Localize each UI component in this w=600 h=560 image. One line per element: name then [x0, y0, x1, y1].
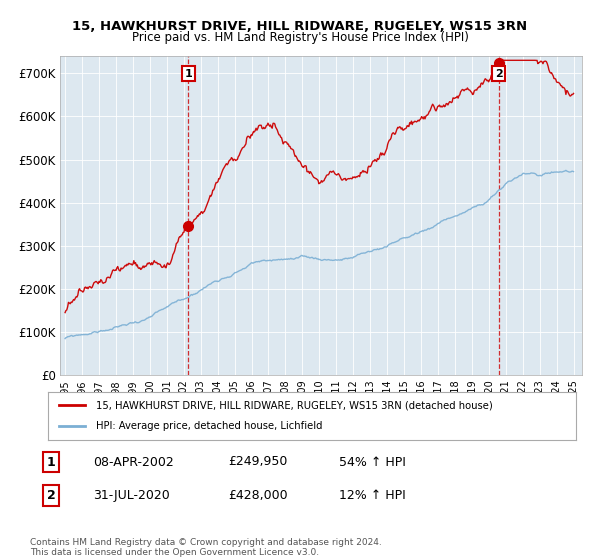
Text: 08-APR-2002: 08-APR-2002	[93, 455, 174, 469]
Text: 12% ↑ HPI: 12% ↑ HPI	[339, 489, 406, 502]
Text: £249,950: £249,950	[228, 455, 287, 469]
Text: Price paid vs. HM Land Registry's House Price Index (HPI): Price paid vs. HM Land Registry's House …	[131, 31, 469, 44]
Text: 15, HAWKHURST DRIVE, HILL RIDWARE, RUGELEY, WS15 3RN: 15, HAWKHURST DRIVE, HILL RIDWARE, RUGEL…	[73, 20, 527, 32]
Text: £428,000: £428,000	[228, 489, 287, 502]
Text: 15, HAWKHURST DRIVE, HILL RIDWARE, RUGELEY, WS15 3RN (detached house): 15, HAWKHURST DRIVE, HILL RIDWARE, RUGEL…	[95, 400, 492, 410]
Text: Contains HM Land Registry data © Crown copyright and database right 2024.
This d: Contains HM Land Registry data © Crown c…	[30, 538, 382, 557]
Text: 2: 2	[495, 68, 502, 78]
Text: 31-JUL-2020: 31-JUL-2020	[93, 489, 170, 502]
Text: HPI: Average price, detached house, Lichfield: HPI: Average price, detached house, Lich…	[95, 421, 322, 431]
Text: 54% ↑ HPI: 54% ↑ HPI	[339, 455, 406, 469]
Text: 2: 2	[47, 489, 55, 502]
Text: 1: 1	[184, 68, 192, 78]
Text: 1: 1	[47, 455, 55, 469]
